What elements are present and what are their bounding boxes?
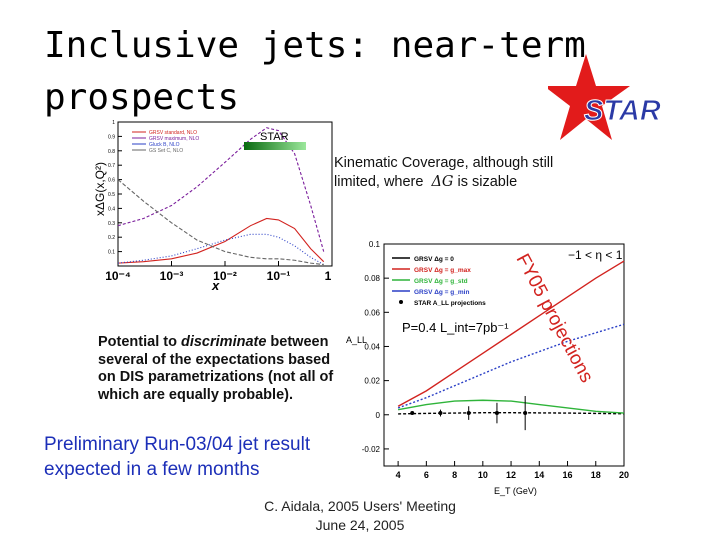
- plot2-frame: [383, 243, 625, 467]
- plot2-ytick-label: 0.04: [364, 342, 380, 351]
- plot1-legend-label: GS Set C, NLO: [149, 148, 183, 154]
- star-logo-star: [548, 54, 630, 140]
- plot1-xtick-label: 10⁻⁴: [105, 269, 131, 283]
- plot1-xtick-label: 10⁻²: [213, 269, 237, 283]
- plot2-series-line: [397, 260, 625, 407]
- plot1-series-line: [117, 179, 324, 266]
- plot2-xlabel: E_T (GeV): [494, 486, 537, 496]
- plot1-ytick-label: 0.8: [108, 149, 115, 155]
- plot2-legend-label: GRSV Δg = 0: [414, 256, 454, 263]
- plot2-ylabel: A_LL: [346, 335, 367, 345]
- discriminate-part-2: between several of the expectations base…: [98, 334, 334, 403]
- plot2-legend-marker: [399, 300, 403, 304]
- plot2-ytick-label: 0.1: [369, 240, 381, 249]
- plot2-ytick-label: 0: [376, 411, 381, 420]
- star-logo-text: STAR: [584, 95, 661, 127]
- plot2-projection-point: [410, 411, 415, 416]
- plot1-ytick-label: 0.9: [108, 134, 115, 140]
- plot1-ytick-label: 1: [112, 120, 115, 126]
- plot1-xtick-label: 1: [325, 269, 332, 283]
- plot2-projection-point: [438, 411, 443, 416]
- plot2-xtick-label: 4: [396, 470, 401, 480]
- plot1-ytick-label: 0.6: [108, 178, 115, 184]
- plot1-ytick-label: 0.3: [108, 221, 115, 227]
- plot1-legend-label: GRSV standard, NLO: [149, 130, 197, 136]
- plot2-xtick-label: 8: [452, 470, 457, 480]
- slide-title: Inclusive jets: near-term prospects: [44, 20, 586, 124]
- title-line-1: Inclusive jets: near-term: [44, 25, 586, 66]
- star-logo: STAR: [548, 54, 661, 140]
- plot1-legend-label: GRSV maximum, NLO: [149, 136, 199, 142]
- plot2-stat-label: P=0.4 L_int=7pb⁻¹: [402, 320, 509, 335]
- plot1-title-bar: [244, 142, 306, 150]
- plot2-legend: GRSV Δg = 0 GRSV Δg = g_max GRSV Δg = g_st…: [392, 256, 486, 307]
- plot2-xtick-label: 10: [478, 470, 488, 480]
- preliminary-line-2: expected in a few months: [44, 459, 260, 480]
- plot1-ytick-label: 0.2: [108, 235, 115, 241]
- plot1-title: STAR: [260, 131, 289, 143]
- plot1-series-line: [117, 127, 325, 252]
- discriminate-emphasis: discriminate: [180, 334, 267, 350]
- plot1-ytick-label: 0.4: [108, 206, 115, 212]
- plot2-ytick-label: 0.06: [364, 308, 380, 317]
- plot2-xtick-label: 14: [534, 470, 544, 480]
- plot1-ytick-label: 0.1: [108, 250, 115, 256]
- plot2-ytick-label: 0.02: [364, 377, 380, 386]
- preliminary-line-1: Preliminary Run-03/04 jet result: [44, 434, 311, 455]
- title-line-2: prospects: [44, 77, 240, 118]
- plot2-legend-label: GRSV Δg = g_max: [414, 267, 471, 274]
- plot1-series-line: [117, 233, 324, 266]
- plot2-title: −1 < η < 1: [568, 248, 623, 262]
- plot1-legend-label: Gluck B, NLO: [149, 142, 180, 148]
- plot1-series-line: [117, 217, 325, 264]
- plot2-legend-label: GRSV Δg = g_min: [414, 289, 469, 296]
- kinematic-line-2b: is sizable: [457, 174, 518, 190]
- plot2-series-line: [397, 323, 625, 409]
- kinematic-line-1: Kinematic Coverage, although still: [334, 155, 554, 171]
- footer-line-2: June 24, 2005: [315, 517, 405, 533]
- kinematic-coverage-text: Kinematic Coverage, although still limit…: [334, 154, 553, 192]
- discriminate-part-1: Potential to: [98, 334, 181, 350]
- discriminate-text: Potential to discriminate between severa…: [98, 334, 334, 404]
- delta-g-symbol: ΔG: [431, 174, 454, 190]
- plot2-legend-label: GRSV Δg = g_std: [414, 278, 468, 285]
- footer-line-1: C. Aidala, 2005 Users' Meeting: [264, 498, 456, 514]
- preliminary-note: Preliminary Run-03/04 jet result expecte…: [44, 432, 364, 482]
- plot2-xtick-label: 6: [424, 470, 429, 480]
- kinematic-line-2a: limited, where: [334, 174, 424, 190]
- plot2-ytick-label: 0.08: [364, 274, 380, 283]
- plot2-projection-point: [494, 411, 499, 416]
- plot2-xtick-label: 16: [563, 470, 573, 480]
- plot2-xtick-label: 18: [591, 470, 601, 480]
- plot1-ytick-label: 0.5: [108, 192, 115, 198]
- plot1-xtick-label: 10⁻³: [160, 269, 184, 283]
- plot2-legend-label: STAR A_LL projections: [414, 300, 486, 307]
- plot2-projection-point: [523, 411, 528, 416]
- plot2-series-line: [398, 412, 625, 415]
- plot2-projection-point: [466, 411, 471, 416]
- all-projection-chart: -0.02 0 0.02 0.04 0.06 0.08 0.1 4 6 8 10 12 14 16 18 2…: [346, 240, 629, 496]
- footer: C. Aidala, 2005 Users' Meeting June 24, …: [230, 497, 490, 535]
- gluck-pdf-chart: 0.1 0.2 0.3 0.4 0.5 0.6 0.7 0.8 0.9 1 10⁻⁴ 10⁻³ 10⁻…: [94, 120, 333, 293]
- plot2-ytick-label: -0.02: [362, 445, 381, 454]
- plot2-xtick-label: 20: [619, 470, 629, 480]
- plot1-ylabel: xΔG(x,Q²): [94, 162, 107, 216]
- plot2-xtick-label: 12: [506, 470, 516, 480]
- plot1-xtick-label: 10⁻¹: [267, 269, 291, 283]
- plot1-ytick-label: 0.7: [108, 163, 115, 169]
- plot2-series-line: [397, 399, 625, 414]
- plot1-xlabel: x: [211, 278, 220, 293]
